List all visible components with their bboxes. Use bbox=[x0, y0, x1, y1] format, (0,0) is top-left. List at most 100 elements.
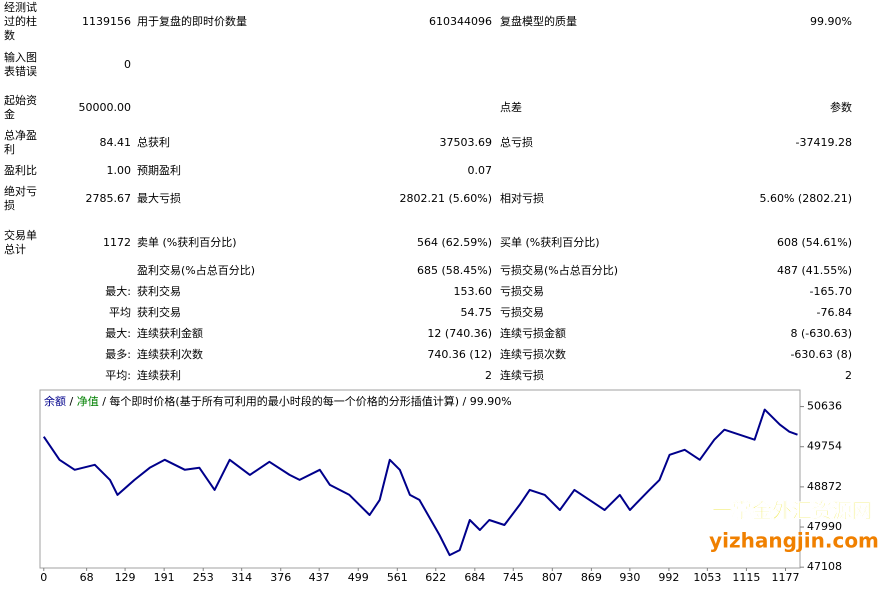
row-value: 最大: bbox=[105, 285, 131, 298]
x-tick-label: 253 bbox=[193, 571, 214, 584]
row-label: 输入图表错误 bbox=[4, 51, 37, 78]
x-tick-label: 561 bbox=[387, 571, 408, 584]
row-label: 盈利交易(%占总百分比) bbox=[137, 264, 256, 277]
y-tick-label: 47990 bbox=[807, 520, 842, 533]
row-value: 5.60% (2802.21) bbox=[759, 192, 852, 205]
chart-title: 每个即时价格(基于所有可利用的最小时段的每一个价格的分形插值计算) bbox=[109, 394, 459, 408]
row-value: 2785.67 bbox=[85, 192, 132, 205]
row-label: 亏损交易(%占总百分比) bbox=[500, 264, 619, 277]
row-value: 740.36 (12) bbox=[427, 348, 492, 361]
separator: / bbox=[459, 395, 470, 408]
row-label: 连续亏损 bbox=[500, 369, 544, 382]
x-tick-label: 437 bbox=[309, 571, 330, 584]
row-value: 最大: bbox=[105, 327, 131, 340]
row-label: 亏损交易 bbox=[500, 285, 544, 298]
row-value: 50000.00 bbox=[78, 101, 132, 114]
row-label: 买单 (%获利百分比) bbox=[500, 236, 600, 249]
chart-header: 余额 / 净值 / 每个即时价格(基于所有可利用的最小时段的每一个价格的分形插值… bbox=[44, 394, 512, 408]
x-tick-label: 992 bbox=[658, 571, 679, 584]
row-label: 相对亏损 bbox=[500, 192, 544, 205]
row-label: 绝对亏损 bbox=[4, 185, 37, 212]
row-label: 连续获利次数 bbox=[137, 348, 203, 361]
x-tick-label: 745 bbox=[503, 571, 524, 584]
x-tick-label: 499 bbox=[348, 571, 369, 584]
x-tick-label: 869 bbox=[581, 571, 602, 584]
row-value: 37503.69 bbox=[439, 136, 493, 149]
y-tick-label: 49754 bbox=[807, 440, 842, 453]
row-label: 盈利比 bbox=[4, 164, 37, 177]
row-label: 交易单总计 bbox=[4, 229, 37, 256]
x-tick-label: 1177 bbox=[772, 571, 800, 584]
row-value: 564 (62.59%) bbox=[416, 236, 492, 249]
row-label: 复盘模型的质量 bbox=[500, 15, 577, 28]
row-label: 用于复盘的即时价数量 bbox=[137, 15, 247, 28]
legend-balance: 余额 bbox=[44, 394, 66, 408]
row-label: 连续亏损次数 bbox=[500, 348, 566, 361]
row-label: 卖单 (%获利百分比) bbox=[137, 236, 237, 249]
row-value: 610344096 bbox=[429, 15, 492, 28]
row-value: 1.00 bbox=[106, 164, 132, 177]
row-value: 0.07 bbox=[467, 164, 493, 177]
x-tick-label: 807 bbox=[542, 571, 563, 584]
watermark: 一掌金外汇资源网 bbox=[712, 499, 872, 523]
row-value: 平均 bbox=[109, 306, 131, 319]
x-tick-label: 0 bbox=[40, 571, 47, 584]
row-label: 起始资金 bbox=[4, 94, 37, 121]
row-value: 8 (-630.63) bbox=[790, 327, 852, 340]
row-value: 84.41 bbox=[99, 136, 132, 149]
row-value: 平均: bbox=[105, 369, 131, 382]
row-value: 1172 bbox=[103, 236, 131, 249]
y-tick-label: 47108 bbox=[807, 560, 842, 573]
row-value: 487 (41.55%) bbox=[776, 264, 852, 277]
x-tick-label: 68 bbox=[80, 571, 94, 584]
x-tick-label: 684 bbox=[464, 571, 485, 584]
row-value: 153.60 bbox=[453, 285, 493, 298]
row-value: -37419.28 bbox=[795, 136, 852, 149]
row-label: 亏损交易 bbox=[500, 306, 544, 319]
row-label: 获利交易 bbox=[137, 306, 181, 319]
legend-equity: 净值 bbox=[77, 394, 99, 408]
row-value: 54.75 bbox=[460, 306, 493, 319]
row-label: 经测试过的柱数 bbox=[4, 1, 37, 42]
row-value: 2 bbox=[845, 369, 852, 382]
x-tick-label: 930 bbox=[619, 571, 640, 584]
row-value: -630.63 (8) bbox=[790, 348, 852, 361]
row-value: 12 (740.36) bbox=[427, 327, 492, 340]
x-tick-label: 622 bbox=[425, 571, 446, 584]
x-tick-label: 314 bbox=[231, 571, 252, 584]
x-tick-label: 191 bbox=[154, 571, 175, 584]
x-tick-label: 1115 bbox=[732, 571, 760, 584]
row-label: 获利交易 bbox=[137, 285, 181, 298]
separator: / bbox=[99, 395, 110, 408]
row-value: 608 (54.61%) bbox=[776, 236, 852, 249]
row-label: 总亏损 bbox=[500, 136, 533, 149]
row-value: 1139156 bbox=[82, 15, 131, 28]
row-label: 点差 bbox=[500, 101, 522, 114]
watermark: yizhangjin.com bbox=[709, 529, 879, 553]
x-tick-label: 1053 bbox=[693, 571, 721, 584]
row-label: 连续获利 bbox=[137, 369, 181, 382]
separator: / bbox=[66, 395, 77, 408]
row-value: 2802.21 (5.60%) bbox=[399, 192, 492, 205]
y-tick-label: 48872 bbox=[807, 480, 842, 493]
row-label: 预期盈利 bbox=[137, 164, 181, 177]
x-tick-label: 129 bbox=[115, 571, 136, 584]
row-value: 参数 bbox=[830, 101, 852, 114]
y-tick-label: 50636 bbox=[807, 400, 842, 413]
row-value: 0 bbox=[124, 58, 131, 71]
row-label: 最大亏损 bbox=[137, 192, 181, 205]
row-label: 连续获利金额 bbox=[137, 327, 203, 340]
balance-line bbox=[42, 408, 798, 557]
row-label: 连续亏损金额 bbox=[500, 327, 566, 340]
row-value: 最多: bbox=[105, 348, 131, 361]
row-value: 99.90% bbox=[810, 15, 852, 28]
x-tick-label: 376 bbox=[270, 571, 291, 584]
plot-area bbox=[39, 389, 801, 569]
row-value: -165.70 bbox=[809, 285, 852, 298]
row-label: 总净盈利 bbox=[4, 129, 37, 156]
row-value: -76.84 bbox=[816, 306, 852, 319]
row-label: 总获利 bbox=[137, 136, 170, 149]
model-quality: 99.90% bbox=[470, 395, 512, 408]
